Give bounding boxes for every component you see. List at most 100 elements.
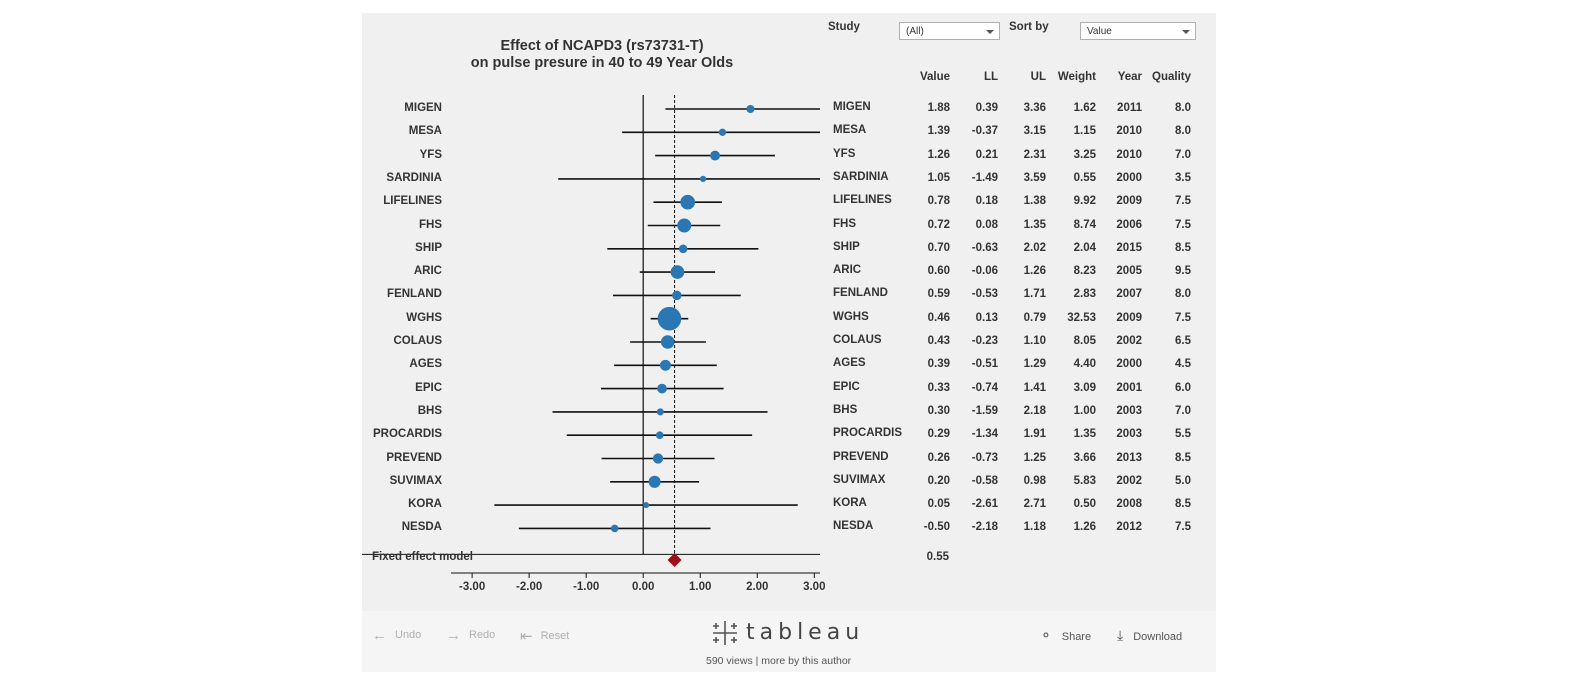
study-label: SARDINIA [386, 171, 442, 184]
study-label: FHS [419, 218, 442, 231]
cell-quality: 5.0 [1175, 474, 1191, 487]
redo-button[interactable]: → Redo [446, 627, 495, 644]
view-count: 590 views | more by this author [706, 655, 851, 667]
cell-weight: 1.15 [1073, 125, 1096, 138]
cell-year: 2008 [1116, 498, 1142, 511]
cell-ul: 1.25 [1023, 451, 1046, 464]
study-table-label: SHIP [833, 240, 860, 253]
cell-ll: -1.49 [971, 171, 998, 184]
cell-quality: 7.5 [1175, 195, 1191, 208]
cell-ul: 0.79 [1023, 311, 1046, 324]
point-estimate-procardis [655, 431, 664, 440]
x-tick-label: -3.00 [459, 581, 485, 593]
study-label: BHS [417, 404, 442, 417]
sort-filter-label: Sort by [1009, 21, 1049, 33]
study-table-label: ARIC [833, 264, 862, 277]
point-estimate-fenland [672, 290, 682, 301]
title-line-1: Effect of NCAPD3 (rs73731-T) [500, 38, 704, 54]
study-table-label: EPIC [833, 380, 860, 393]
forest-plot: -3.00 -2.00 -1.00 0.00 1.00 2.00 3.00 [362, 95, 825, 593]
cell-ul: 1.18 [1023, 521, 1046, 534]
point-estimate-yfs [710, 150, 721, 161]
cell-value: 1.39 [927, 125, 950, 138]
cell-quality: 8.5 [1175, 241, 1191, 254]
cell-value: 0.29 [927, 428, 950, 441]
study-filter-dropdown[interactable]: (All) [899, 22, 1000, 40]
study-label: SUVIMAX [389, 474, 442, 487]
share-icon: ⚬ [1040, 627, 1052, 643]
download-button[interactable]: ⤓ Download [1117, 627, 1182, 644]
study-table-label: NESDA [833, 520, 874, 533]
cell-weight: 4.40 [1073, 358, 1096, 371]
point-estimate-fhs [677, 218, 692, 233]
cell-weight: 5.83 [1073, 474, 1096, 487]
cell-weight: 3.09 [1073, 381, 1096, 394]
point-estimate-colaus [660, 335, 675, 349]
cell-ll: -1.59 [971, 404, 998, 417]
study-label: MIGEN [404, 102, 442, 114]
reset-label: Reset [540, 630, 570, 642]
cell-weight: 32.53 [1067, 311, 1096, 324]
cell-weight: 1.00 [1073, 404, 1096, 417]
cell-value: 0.78 [927, 195, 950, 208]
study-table-label: WGHS [833, 310, 869, 323]
point-estimate-epic [657, 383, 667, 394]
cell-year: 2009 [1116, 195, 1142, 208]
point-estimate-kora [643, 502, 650, 509]
cell-weight: 9.92 [1073, 195, 1096, 208]
sort-by-dropdown[interactable]: Value [1080, 22, 1196, 40]
cell-year: 2012 [1116, 521, 1142, 534]
study-table-label: FENLAND [833, 287, 888, 300]
cell-weight: 1.35 [1073, 428, 1096, 441]
point-estimate-lifelines [680, 194, 696, 210]
share-label: Share [1061, 631, 1092, 643]
column-header-ul: UL [1030, 71, 1046, 83]
cell-ul: 1.41 [1023, 381, 1046, 394]
cell-year: 2011 [1117, 102, 1142, 114]
cell-value: 0.33 [927, 381, 950, 394]
cell-quality: 9.5 [1175, 265, 1191, 278]
cell-value: 0.43 [927, 335, 950, 347]
undo-button[interactable]: ← Undo [372, 627, 421, 644]
study-table-label: PROCARDIS [833, 427, 903, 440]
cell-weight: 0.55 [1073, 171, 1096, 184]
point-estimate-aric [670, 265, 685, 279]
cell-ll: 0.39 [975, 102, 998, 114]
share-button[interactable]: ⚬ Share [1040, 627, 1091, 644]
cell-quality: 7.5 [1175, 218, 1191, 231]
chevron-down-icon [986, 30, 994, 34]
point-estimate-ship [678, 244, 688, 254]
cell-ul: 1.10 [1023, 335, 1046, 347]
cell-value: 1.88 [927, 102, 950, 114]
cell-year: 2001 [1116, 381, 1142, 394]
cell-ll: -0.51 [971, 358, 998, 371]
cell-ll: -0.37 [971, 125, 998, 138]
study-label: FENLAND [387, 288, 442, 301]
cell-year: 2013 [1116, 451, 1142, 464]
cell-value: 0.70 [927, 241, 950, 254]
cell-ll: 0.08 [975, 218, 998, 231]
chart-title: Effect of NCAPD3 (rs73731-T) on pulse pr… [362, 38, 842, 72]
arrow-left-icon: ← [372, 627, 387, 644]
x-tick-label: -1.00 [573, 581, 599, 593]
cell-year: 2000 [1116, 171, 1142, 184]
cell-year: 2005 [1116, 265, 1142, 278]
undo-label: Undo [395, 629, 422, 641]
study-label: SHIP [415, 241, 442, 254]
point-estimate-nesda [610, 524, 619, 533]
column-header-year: Year [1117, 71, 1142, 83]
reset-button[interactable]: ⇤ Reset [520, 627, 569, 645]
cell-weight: 3.66 [1073, 451, 1096, 464]
more-by-author-link[interactable]: more by this author [761, 655, 852, 667]
cell-weight: 3.25 [1073, 148, 1096, 161]
study-table-label: SUVIMAX [833, 473, 886, 486]
study-filter-value: (All) [906, 26, 924, 37]
cell-quality: 7.5 [1175, 521, 1191, 534]
cell-value: 0.26 [927, 451, 950, 464]
x-tick-label: -2.00 [516, 581, 542, 593]
cell-weight: 8.74 [1073, 218, 1096, 231]
viz-container: Effect of NCAPD3 (rs73731-T) on pulse pr… [362, 13, 1216, 672]
cell-weight: 8.05 [1073, 335, 1096, 347]
tableau-logo-icon [713, 621, 737, 645]
cell-year: 2015 [1116, 241, 1142, 254]
